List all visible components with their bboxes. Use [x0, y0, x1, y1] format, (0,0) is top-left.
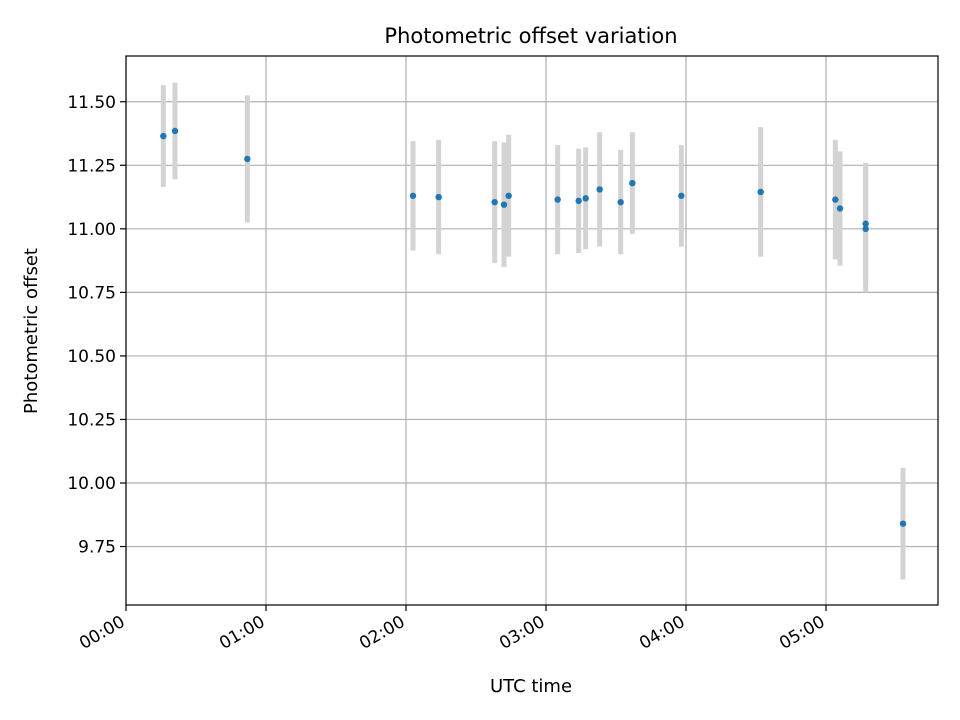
data-point	[575, 197, 582, 205]
data-point	[160, 132, 167, 140]
data-point	[899, 520, 907, 527]
data-point	[832, 196, 839, 203]
data-point	[757, 188, 764, 196]
y-tick-label: 10.50	[67, 347, 116, 367]
chart-title: Photometric offset variation	[384, 24, 677, 48]
data-point	[862, 225, 869, 233]
y-axis-ticks: 9.75 10.00 10.25 10.50 10.75 11.00 11.25 11.50	[67, 93, 126, 558]
data-points	[160, 127, 907, 527]
data-point	[862, 220, 869, 227]
y-tick-label: 10.75	[67, 283, 116, 303]
data-point	[500, 201, 508, 208]
y-tick-label: 11.50	[67, 93, 116, 113]
data-point	[629, 179, 636, 187]
x-axis-label: UTC time	[490, 676, 572, 697]
y-tick-label: 10.25	[67, 410, 116, 430]
data-point	[505, 192, 512, 199]
y-tick-label: 9.75	[78, 538, 116, 558]
grid	[125, 56, 938, 605]
data-point	[554, 196, 561, 203]
plot-frame	[125, 55, 939, 606]
data-point	[171, 127, 179, 135]
data-point	[491, 198, 498, 206]
data-point	[836, 205, 844, 212]
data-point	[617, 198, 624, 206]
y-tick-label: 11.00	[67, 220, 116, 240]
data-point	[582, 195, 589, 202]
data-point	[409, 192, 417, 199]
data-point	[678, 192, 685, 199]
y-tick-label: 10.00	[67, 474, 116, 494]
y-axis-label: Photometric offset	[21, 248, 42, 414]
data-point	[596, 186, 603, 193]
y-tick-label: 11.25	[67, 156, 116, 176]
data-point	[244, 155, 251, 163]
data-point	[435, 193, 442, 201]
